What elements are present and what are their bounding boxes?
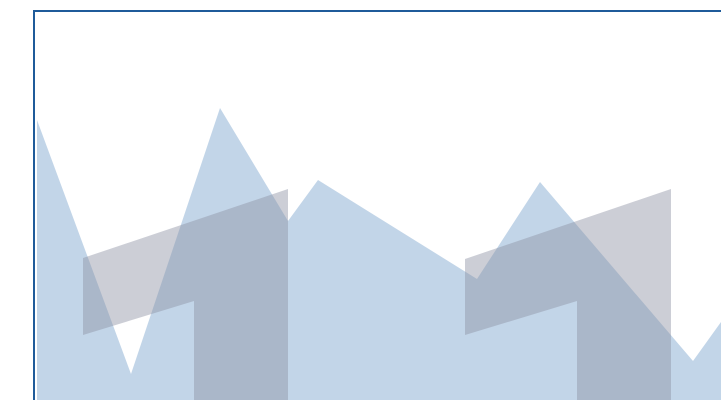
area-series-1: [37, 108, 721, 400]
series-layer: [37, 108, 721, 400]
plot-frame: [33, 10, 721, 400]
area-series-3: [465, 189, 671, 400]
area-series-2: [83, 189, 288, 400]
